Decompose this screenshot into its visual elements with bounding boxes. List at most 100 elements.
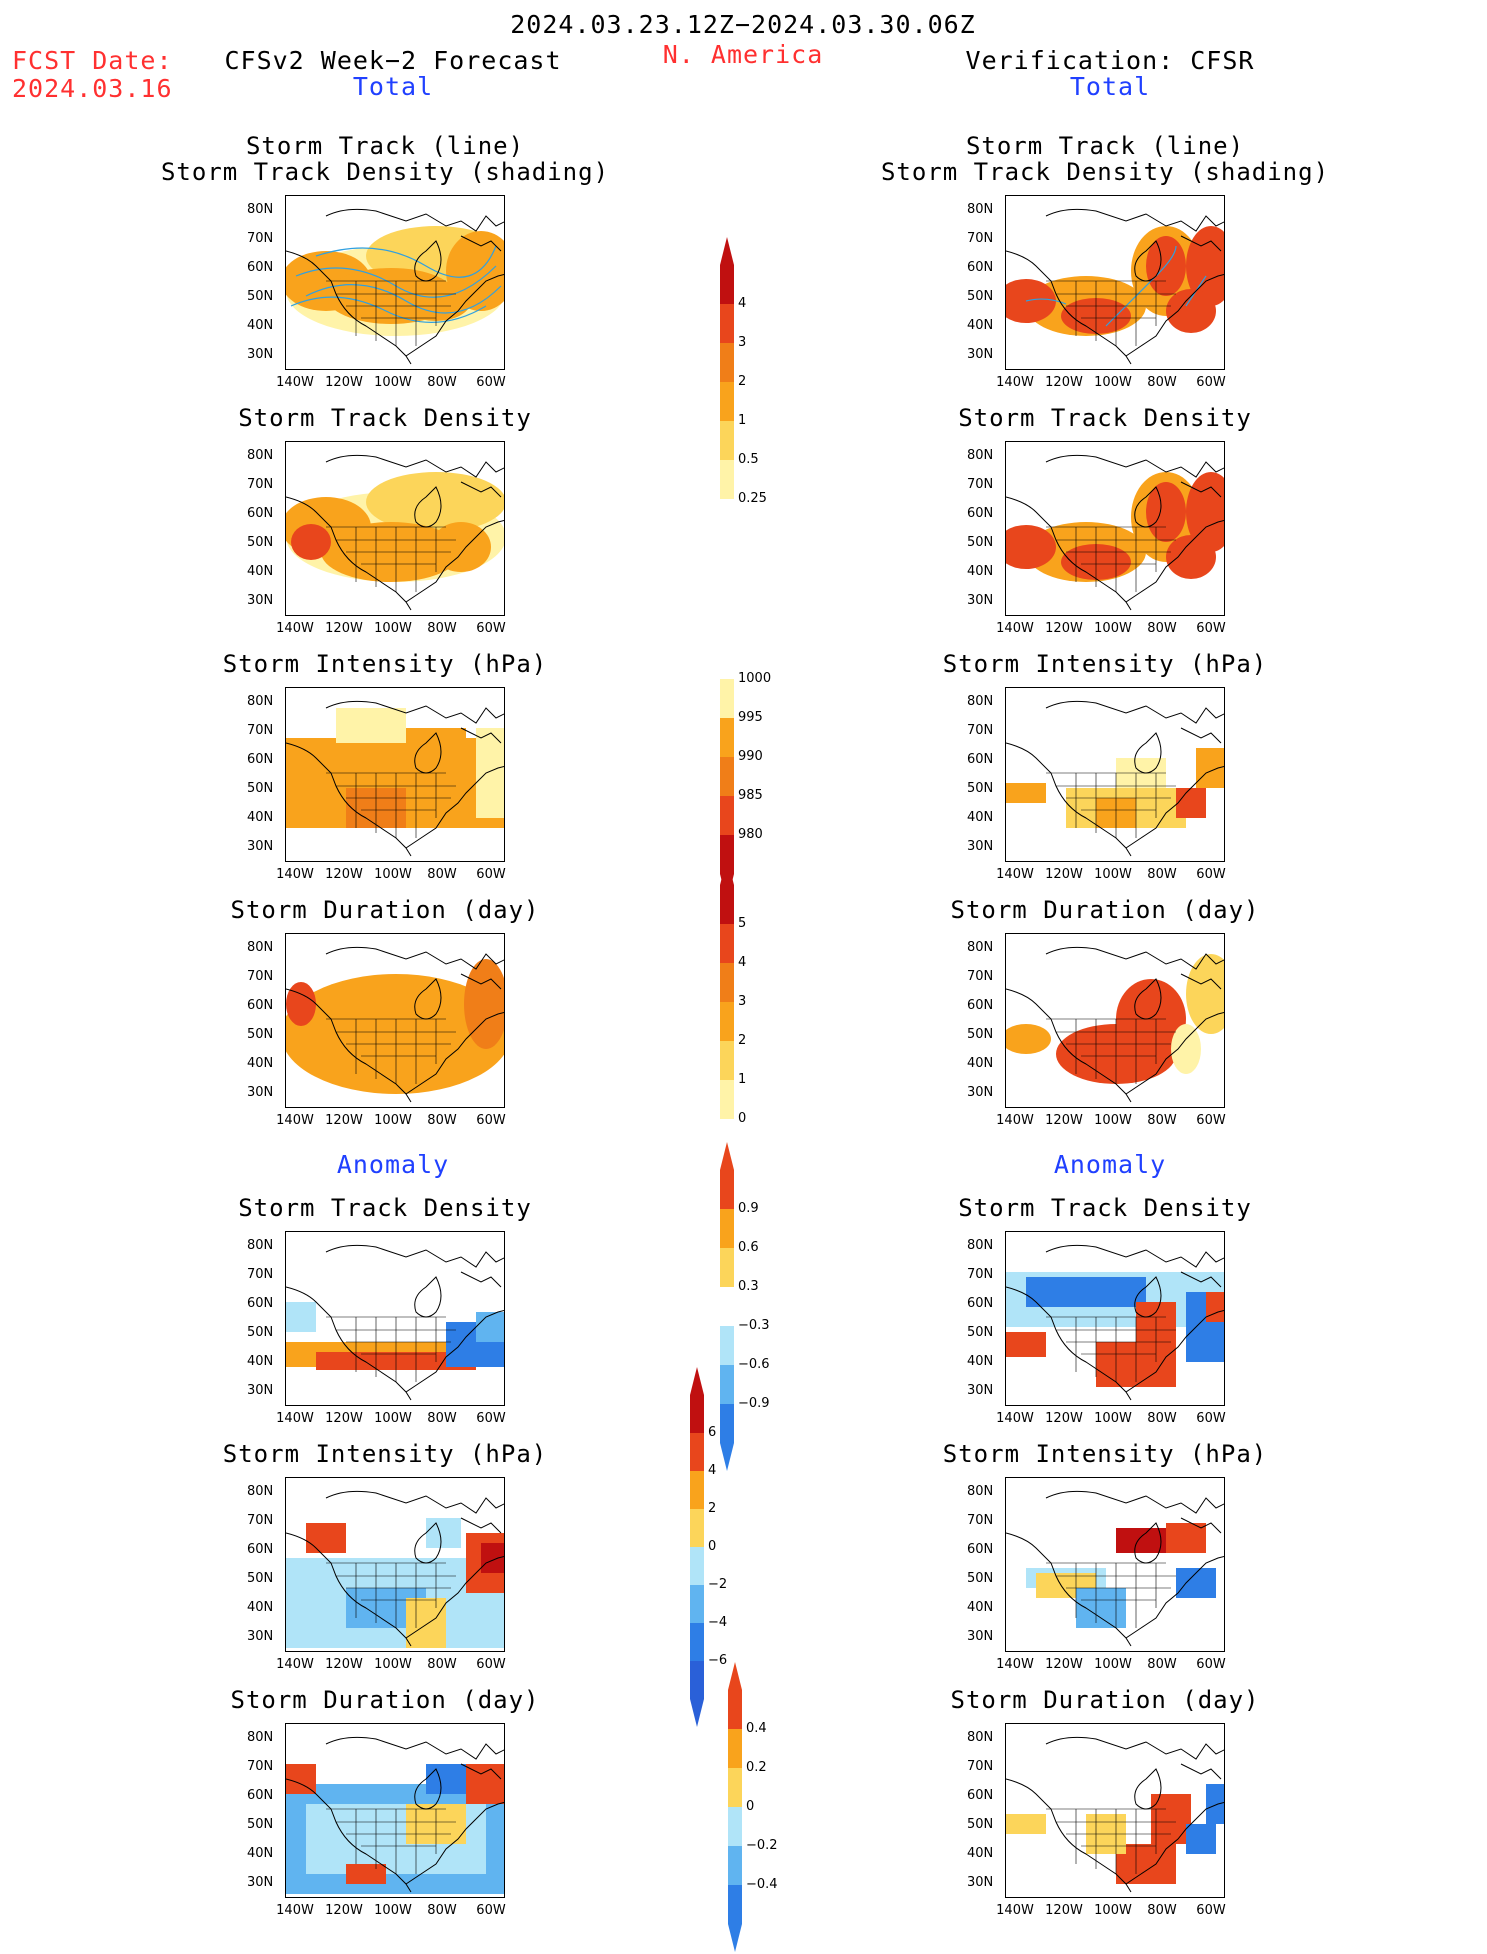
lon-label: 140W: [276, 1657, 314, 1672]
colorbar-swatch: [720, 1404, 734, 1443]
lon-label: 80W: [1147, 1657, 1177, 1672]
lon-label: 80W: [427, 1657, 457, 1672]
map-duration-anom-right: [1005, 1723, 1225, 1898]
colorbar-label: 1000: [738, 671, 772, 686]
lon-label: 140W: [276, 621, 314, 636]
lat-label: 80N: [247, 1238, 274, 1253]
lon-label: 140W: [276, 867, 314, 882]
shading-region: [286, 1764, 316, 1794]
region-title: N. America: [662, 40, 824, 69]
title-duration-right: Storm Duration (day): [950, 896, 1260, 924]
map-panel-track-right: 80N 70N 60N 50N 40N 30N 140W 120W 100W 80W 60W: [967, 195, 1226, 390]
state-borders: [326, 772, 456, 838]
colorbar-label: 0: [738, 1111, 747, 1126]
shading-region: [476, 728, 504, 818]
colorbar-swatch: [720, 1170, 734, 1209]
lon-label: 100W: [374, 375, 412, 390]
lon-label: 60W: [1196, 621, 1226, 636]
lon-label: 60W: [476, 375, 506, 390]
lat-label: 60N: [967, 998, 994, 1013]
map-intensity-left: [285, 687, 505, 862]
lon-label: 120W: [325, 1657, 363, 1672]
lat-label: 50N: [967, 781, 994, 796]
title-track-line-left: Storm Track (line): [245, 132, 525, 160]
lon-label: 120W: [325, 1113, 363, 1128]
lat-label: 70N: [967, 1759, 994, 1774]
lat-label: 30N: [967, 1629, 994, 1644]
shading-region: [306, 1523, 346, 1553]
lat-label: 30N: [247, 1875, 274, 1890]
shading-region: [1026, 1277, 1146, 1307]
lon-label: 140W: [996, 621, 1034, 636]
lon-label: 100W: [374, 621, 412, 636]
shading-region: [346, 1864, 386, 1884]
colorbar-swatch: [690, 1585, 704, 1623]
lat-label: 50N: [247, 289, 274, 304]
colorbar-swatch: [690, 1661, 704, 1699]
title-duration-anom-left: Storm Duration (day): [230, 1686, 540, 1714]
lat-label: 80N: [967, 1730, 994, 1745]
colorbar-swatch: [720, 640, 734, 679]
lon-label: 60W: [476, 1113, 506, 1128]
colorbar-swatch: [720, 1119, 734, 1158]
lat-label: 40N: [967, 318, 994, 333]
lon-label: 80W: [427, 1903, 457, 1918]
state-borders: [326, 1316, 456, 1382]
lon-label: 120W: [1045, 375, 1083, 390]
lat-label: 50N: [247, 1817, 274, 1832]
colorbar-swatch: [720, 343, 734, 382]
lon-label: 60W: [1196, 1657, 1226, 1672]
state-borders: [326, 1562, 456, 1628]
shading-region: [1196, 748, 1224, 788]
shading-region: [466, 1764, 504, 1804]
lon-label: 120W: [1045, 1411, 1083, 1426]
lon-label: 140W: [996, 867, 1034, 882]
title-duration-left: Storm Duration (day): [230, 896, 540, 924]
colorbar-label: 3: [738, 335, 747, 350]
lat-label: 30N: [247, 1629, 274, 1644]
title-track-line-right: Storm Track (line): [965, 132, 1245, 160]
shading-region: [286, 974, 504, 1094]
colorbar-swatch: [720, 421, 734, 460]
map-panel-duration-anom-right: 80N 70N 60N 50N 40N 30N 140W 120W 100W 80W 60W: [967, 1723, 1226, 1918]
lat-label: 50N: [967, 1027, 994, 1042]
lon-label: 120W: [1045, 1657, 1083, 1672]
lon-label: 60W: [1196, 1113, 1226, 1128]
lon-label: 80W: [1147, 1411, 1177, 1426]
lon-label: 60W: [1196, 375, 1226, 390]
colorbar-swatch: [720, 382, 734, 421]
colorbar-swatch: [690, 1509, 704, 1547]
colorbar-arrow-bottom: [690, 1699, 704, 1727]
title-density-left: Storm Track Density: [238, 404, 532, 432]
lat-label: 30N: [247, 593, 274, 608]
date-range-title: 2024.03.23.12Z−2024.03.30.06Z: [510, 10, 976, 39]
lat-label: 70N: [247, 1513, 274, 1528]
colorbar-label: 0.9: [738, 1201, 759, 1216]
shading-region: [1186, 954, 1224, 1034]
colorbar-swatch: [690, 1471, 704, 1509]
shading-region: [336, 708, 406, 743]
colorbar-swatch: [720, 1041, 734, 1080]
lon-label: 60W: [1196, 1903, 1226, 1918]
lat-label: 50N: [967, 535, 994, 550]
lat-label: 40N: [247, 1354, 274, 1369]
state-borders: [1046, 1316, 1176, 1382]
shading-region: [1006, 783, 1046, 803]
title-track-shading-right: Storm Track Density (shading): [880, 158, 1330, 186]
map-panel-duration-left: 80N 70N 60N 50N 40N 30N 140W 120W 100W 80W 60W: [247, 933, 506, 1128]
title-density-right: Storm Track Density: [958, 404, 1252, 432]
lon-label: 120W: [1045, 621, 1083, 636]
map-duration-left: [285, 933, 505, 1108]
lat-label: 70N: [967, 969, 994, 984]
lon-label: 120W: [1045, 1903, 1083, 1918]
lat-label: 40N: [247, 810, 274, 825]
lon-label: 100W: [374, 1113, 412, 1128]
colorbar-swatch: [720, 1248, 734, 1287]
colorbar-label: −0.9: [738, 1396, 770, 1411]
colorbar-swatch: [720, 1287, 734, 1326]
colorbar-label: −6: [708, 1653, 728, 1668]
shading-region: [1186, 472, 1224, 552]
map-density-left: [285, 441, 505, 616]
lon-label: 80W: [1147, 1903, 1177, 1918]
shading-region: [426, 1764, 466, 1794]
